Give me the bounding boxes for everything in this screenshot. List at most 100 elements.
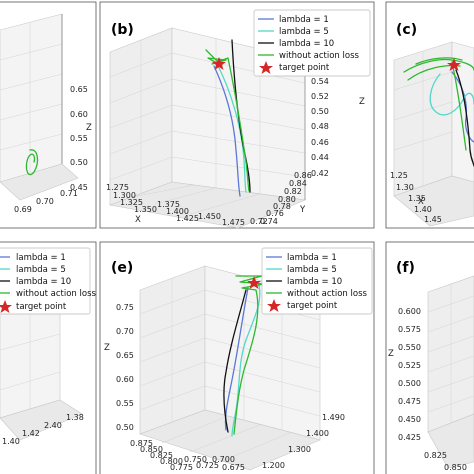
panel-b-x-tick: 1.450 (198, 212, 221, 221)
panel-c-trajectory-lambda-5 (429, 73, 474, 116)
legend-target-point: target point (287, 301, 338, 311)
panel-a-z-tick: 0.60 (70, 110, 88, 119)
legend-lambda-5: lambda = 5 (16, 265, 66, 275)
panel-b-x-ticks: 1.275 1.300 1.325 1.350 1.375 1.400 1.42… (106, 183, 245, 227)
panel-a-z-tick: 0.55 (70, 134, 88, 143)
panel-e-z-label: Z (104, 343, 110, 353)
panel-b-y-tick: 0.78 (273, 202, 291, 211)
panel-f-z-tick: 0.550 (398, 343, 421, 352)
panel-e-x-tick: 0.875 (130, 439, 153, 448)
panel-e-trajectory-lambda-5 (231, 281, 261, 437)
panel-e-z-tick: 0.70 (116, 327, 134, 336)
panel-a-z-tick: 0.45 (70, 183, 88, 192)
panel-b-y-label: Y (299, 205, 306, 215)
panel-e-z-tick: 0.50 (116, 423, 134, 432)
panel-c-label: (c) (396, 22, 417, 38)
panel-a: 0.65 0.60 0.55 0.50 0.45 Z 0.69 0.70 0.7… (0, 1, 97, 229)
panel-e-legend: lambda = 1 lambda = 5 lambda = 10 withou… (261, 247, 373, 315)
panel-e-x-tick: 0.775 (170, 463, 193, 472)
legend-target-point: target point (16, 302, 67, 312)
panel-b-x-tick: 1.300 (113, 191, 136, 200)
panel-c-x-tick: 1.25 (390, 171, 408, 180)
legend-lambda-1: lambda = 1 (279, 15, 329, 25)
legend-target-point: target point (279, 63, 330, 73)
panel-c-target-point (447, 58, 461, 71)
panel-e: (e) 0.75 0.70 0.65 0.60 0.55 0.50 Z 0.87… (99, 241, 375, 474)
panel-d-bottom-tick: 1.38 (66, 413, 84, 422)
legend-lambda-10: lambda = 10 (287, 277, 342, 287)
legend-lambda-10: lambda = 10 (16, 277, 71, 287)
panel-b-z-tick: 0.50 (311, 107, 329, 116)
panel-e-x-tick: 0.725 (196, 461, 219, 470)
panel-b-z-label: Z (359, 97, 365, 107)
panel-e-x-tick: 0.825 (150, 451, 173, 460)
panel-f: (f) 0.600 0.575 0.550 0.525 0.500 0.475 … (385, 241, 474, 474)
panel-e-x-ticks: 0.875 0.850 0.825 0.800 0.775 0.750 0.72… (130, 439, 245, 472)
legend-lambda-1: lambda = 1 (16, 253, 66, 263)
panel-f-z-tick: 0.575 (398, 325, 421, 334)
panel-b: (b) 0.54 0.52 0.50 0.48 0.46 0.44 0.42 Z (99, 1, 375, 229)
panel-e-y-tick: 1.490 (322, 413, 345, 422)
panel-d: 1.40 1.42 2.40 1.38 lambda = 1 lambda = … (0, 241, 97, 474)
panel-e-z-tick: 0.55 (116, 399, 134, 408)
panel-b-y-tick: 0.72 (250, 217, 268, 226)
panel-e-z-tick: 0.75 (116, 303, 134, 312)
panel-c-trajectory-lambda-10 (455, 69, 474, 167)
panel-b-z-tick: 0.52 (311, 92, 329, 101)
panel-b-y-tick: 0.76 (266, 209, 284, 218)
panel-c-x-tick: 1.35 (408, 194, 426, 203)
panel-d-bottom-tick: 1.42 (22, 429, 40, 438)
panel-b-x-tick: 1.275 (106, 183, 129, 192)
panel-b-z-tick: 0.42 (311, 169, 329, 178)
panel-f-bottom-tick: 0.850 (444, 463, 467, 472)
panel-c-x-label: X (418, 197, 424, 207)
panel-f-z-tick: 0.425 (398, 433, 421, 442)
legend-lambda-10: lambda = 10 (279, 39, 334, 49)
legend-lambda-1: lambda = 1 (287, 253, 337, 263)
panel-e-z-tick: 0.60 (116, 375, 134, 384)
panel-b-legend: lambda = 1 lambda = 5 lambda = 10 withou… (253, 9, 371, 77)
panel-a-z-label: Z (86, 123, 92, 133)
panel-b-z-tick: 0.54 (311, 77, 329, 86)
panel-d-bottom-tick: 1.40 (2, 437, 20, 446)
legend-lambda-5: lambda = 5 (287, 265, 337, 275)
panel-f-bottom-tick: 0.825 (424, 451, 447, 460)
panel-c-trajectory-lambda-1 (451, 71, 474, 143)
panel-b-x-label: X (135, 215, 141, 225)
panel-e-y-tick: 1.300 (288, 445, 311, 454)
panel-e-x-tick: 0.700 (212, 455, 235, 464)
panel-d-bottom-tick: 2.40 (44, 421, 62, 430)
panel-e-x-tick: 0.750 (184, 455, 207, 464)
panel-b-y-tick: 0.86 (294, 171, 312, 180)
panel-b-y-tick: 0.84 (289, 179, 307, 188)
panel-e-label: (e) (111, 260, 133, 276)
legend-no-action-loss: without action loss (16, 289, 97, 299)
panel-b-x-tick: 1.375 (157, 200, 180, 209)
legend-no-action-loss: without action loss (279, 51, 360, 61)
panel-b-z-tick: 0.44 (311, 153, 329, 162)
panel-f-z-tick: 0.525 (398, 361, 421, 370)
panel-a-z-tick: 0.65 (70, 85, 88, 94)
panel-b-z-tick: 0.48 (311, 122, 329, 131)
panel-e-target-point (247, 276, 261, 289)
panel-b-z-tick: 0.46 (311, 138, 329, 147)
panel-b-y-ticks: 0.86 0.84 0.82 0.80 0.78 0.76 0.74 0.72 (250, 171, 312, 226)
panel-f-z-tick: 0.450 (398, 415, 421, 424)
panel-f-label: (f) (396, 260, 415, 276)
panel-c: (c) 1.25 1.30 1.35 1.40 1.45 X (385, 1, 474, 229)
legend-no-action-loss: without action loss (287, 289, 368, 299)
panel-e-x-tick: 0.850 (140, 445, 163, 454)
panel-b-trajectory-lambda-1 (213, 65, 241, 197)
panel-b-y-tick: 0.80 (278, 195, 296, 204)
panel-b-trajectory-lambda-5 (215, 61, 247, 193)
panel-b-label: (b) (111, 22, 134, 38)
panel-b-x-tick: 1.400 (166, 207, 189, 216)
panel-e-z-tick: 0.65 (116, 351, 134, 360)
panel-e-trajectory-no-action-loss (233, 275, 265, 435)
panel-b-x-tick: 1.425 (176, 214, 199, 223)
panel-c-x-tick: 1.45 (424, 215, 442, 224)
panel-a-trajectory-no-action-loss (25, 149, 39, 176)
panel-a-bottom-tick: 0.70 (36, 197, 54, 206)
panel-b-target-point (212, 57, 226, 70)
panel-f-z-label: Z (388, 349, 394, 359)
